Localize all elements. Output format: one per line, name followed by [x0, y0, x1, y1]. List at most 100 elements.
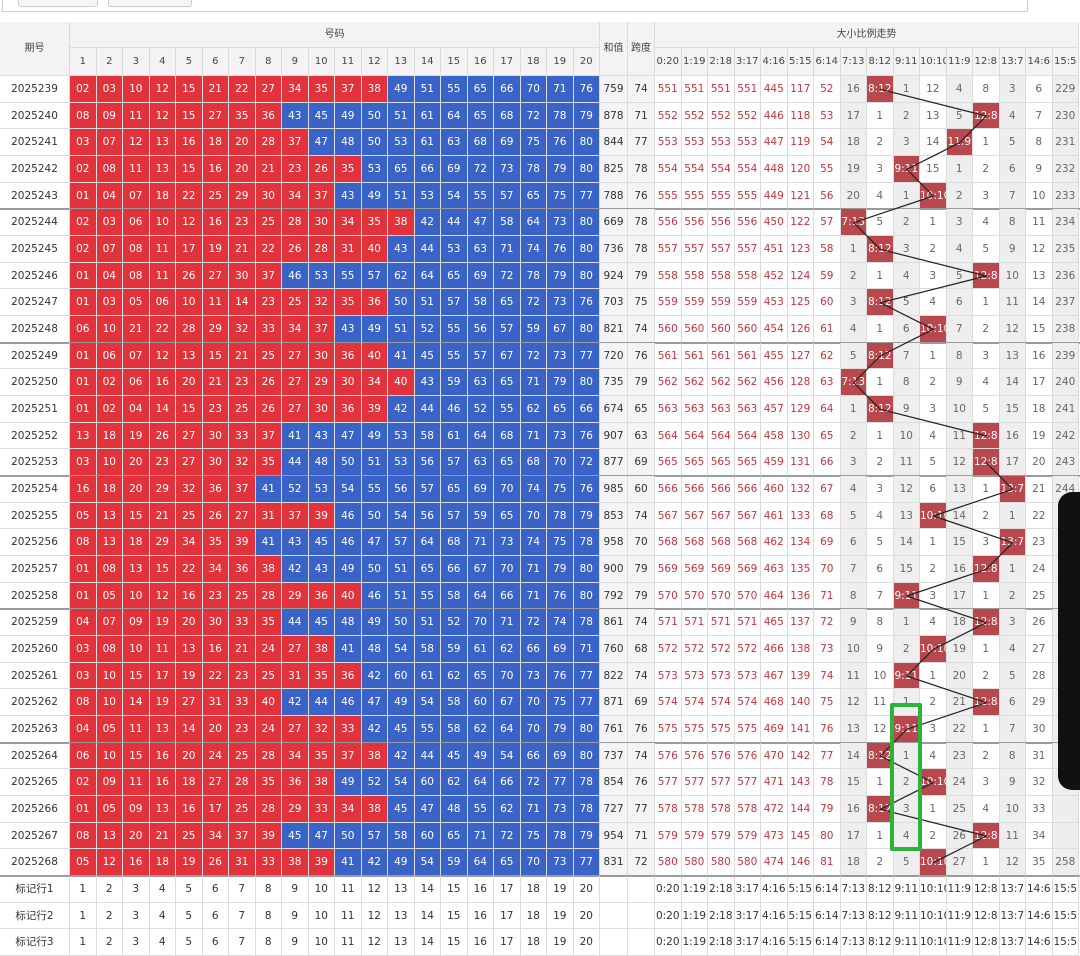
miss-count: 8 [867, 609, 894, 636]
footer-ratio: 10:10 [920, 929, 947, 956]
number-ball: 35 [202, 529, 229, 556]
miss-count: 2 [920, 369, 947, 396]
miss-count: 558 [655, 262, 682, 290]
miss-count: 560 [734, 316, 761, 343]
miss-count: 258 [1052, 849, 1079, 876]
number-ball: 15 [176, 76, 203, 103]
miss-count: 3 [840, 449, 867, 476]
number-ball: 20 [202, 716, 229, 743]
miss-count: 229 [1052, 76, 1079, 103]
period: 2025240 [0, 102, 70, 130]
sum: 871 [600, 689, 628, 716]
number-ball: 46 [282, 262, 309, 290]
number-ball: 57 [361, 262, 388, 290]
number-ball: 39 [361, 396, 388, 423]
ratio-hit: 12:8 [973, 556, 1000, 583]
miss-count: 563 [655, 396, 682, 423]
miss-count: 21 [1026, 476, 1053, 503]
miss-count: 5 [920, 449, 947, 476]
ratio-column-label: 5:15 [787, 48, 814, 76]
footer-number: 2 [96, 929, 123, 956]
number-ball: 15 [123, 742, 150, 770]
footer-ratio: 15:5 [1052, 902, 1079, 930]
period: 2025242 [0, 156, 70, 183]
miss-count: 8 [946, 342, 973, 370]
number-ball: 07 [96, 129, 123, 156]
number-ball: 03 [96, 289, 123, 316]
number-ball: 51 [388, 582, 415, 610]
span: 71 [628, 822, 655, 850]
number-ball: 34 [282, 316, 309, 343]
miss-count: 3 [973, 342, 1000, 370]
miss-count: 17 [840, 822, 867, 850]
number-ball: 65 [494, 502, 521, 530]
miss-count: 28 [1026, 662, 1053, 690]
number-ball: 05 [123, 289, 150, 316]
number-ball: 18 [96, 476, 123, 503]
number-ball: 65 [494, 449, 521, 476]
number-ball: 65 [467, 662, 494, 690]
footer-ratio: 8:12 [867, 902, 894, 930]
miss-count: 138 [787, 636, 814, 663]
number-ball: 70 [520, 76, 547, 103]
number-ball: 23 [229, 662, 256, 690]
number-ball: 49 [388, 689, 415, 716]
number-ball: 80 [573, 556, 600, 583]
number-ball: 16 [202, 156, 229, 183]
miss-count: 555 [708, 182, 735, 210]
number-ball: 43 [282, 529, 309, 556]
number-column-label: 17 [494, 48, 521, 76]
footer-ratio: 0:20 [655, 929, 682, 956]
number-ball: 32 [308, 289, 335, 316]
miss-count: 4 [920, 422, 947, 450]
number-ball: 47 [361, 529, 388, 556]
number-ball: 59 [520, 316, 547, 343]
miss-count: 2 [840, 262, 867, 290]
miss-count: 76 [814, 716, 841, 743]
number-ball: 26 [255, 369, 282, 396]
miss-count: 27 [946, 849, 973, 876]
number-ball: 71 [494, 236, 521, 263]
miss-count: 13 [840, 716, 867, 743]
miss-count: 566 [655, 476, 682, 503]
footer-ratio: 6:14 [814, 929, 841, 956]
miss-count: 65 [814, 422, 841, 450]
miss-count: 16 [999, 422, 1026, 450]
number-ball: 48 [335, 609, 362, 636]
ratio-hit: 7:13 [840, 369, 867, 396]
miss-count: 135 [787, 556, 814, 583]
miss-count: 121 [787, 182, 814, 210]
number-ball: 28 [229, 769, 256, 796]
number-ball: 70 [467, 609, 494, 636]
miss-count: 21 [946, 689, 973, 716]
number-ball: 78 [547, 822, 574, 850]
miss-count: 4 [840, 476, 867, 503]
period: 2025265 [0, 769, 70, 796]
miss-count: 566 [681, 476, 708, 503]
footer-ratio: 4:16 [761, 929, 788, 956]
number-ball: 44 [282, 609, 309, 636]
miss-count: 2 [973, 156, 1000, 183]
miss-count: 12 [840, 689, 867, 716]
number-ball: 13 [149, 156, 176, 183]
footer-ratio: 10:10 [920, 902, 947, 930]
miss-count: 553 [708, 129, 735, 156]
footer-number: 14 [414, 876, 441, 903]
miss-count: 575 [734, 716, 761, 743]
ratio-column-label: 10:10 [920, 48, 947, 76]
number-ball: 30 [255, 182, 282, 210]
miss-count: 74 [814, 662, 841, 690]
miss-count: 72 [814, 609, 841, 636]
number-ball: 12 [149, 76, 176, 103]
top-button[interactable] [108, 0, 192, 7]
number-ball: 18 [149, 849, 176, 876]
top-button[interactable] [18, 0, 98, 7]
miss-count: 137 [787, 609, 814, 636]
number-ball: 48 [361, 636, 388, 663]
number-ball: 13 [149, 796, 176, 823]
number-ball: 57 [441, 449, 468, 476]
number-ball: 64 [467, 422, 494, 450]
miss-count: 6 [867, 556, 894, 583]
number-ball: 01 [70, 556, 97, 583]
miss-count: 557 [655, 236, 682, 263]
